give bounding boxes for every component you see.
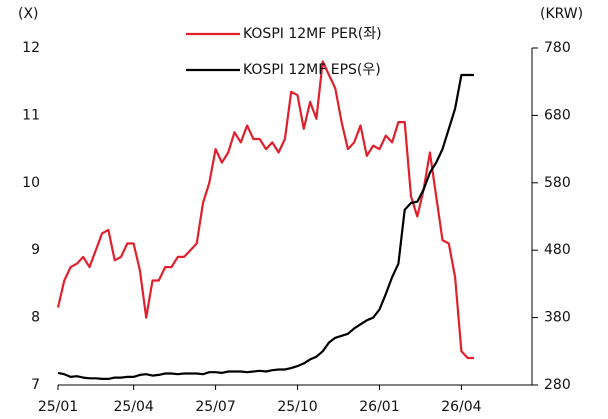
y-tick-label: 11 <box>22 107 40 123</box>
y2-axis-label: (KRW) <box>540 6 583 22</box>
y-tick-label: 12 <box>22 40 40 56</box>
y-axis-label: (X) <box>18 6 39 22</box>
y2-tick-label: 780 <box>544 40 571 56</box>
y2-tick-label: 280 <box>544 377 571 393</box>
legend-label: KOSPI 12MF PER(좌) <box>243 26 382 42</box>
legend-label: KOSPI 12MF EPS(우) <box>243 62 381 78</box>
series-line <box>56 60 474 360</box>
series-line <box>57 73 474 380</box>
y-tick-label: 10 <box>22 175 40 191</box>
y-tick-label: 7 <box>31 377 40 393</box>
x-tick-label: 25/01 <box>38 399 78 415</box>
y2-tick-label: 680 <box>544 107 571 123</box>
y2-tick-label: 480 <box>544 242 571 258</box>
y2-tick-label: 380 <box>544 310 571 326</box>
x-tick-label: 26/01 <box>359 399 399 415</box>
y-tick-label: 8 <box>31 310 40 326</box>
x-tick-label: 25/04 <box>113 399 153 415</box>
x-tick-label: 25/10 <box>277 399 317 415</box>
y-tick-label: 9 <box>31 242 40 258</box>
x-tick-label: 25/07 <box>195 399 235 415</box>
x-tick-label: 26/04 <box>441 399 481 415</box>
y2-tick-label: 580 <box>544 175 571 191</box>
